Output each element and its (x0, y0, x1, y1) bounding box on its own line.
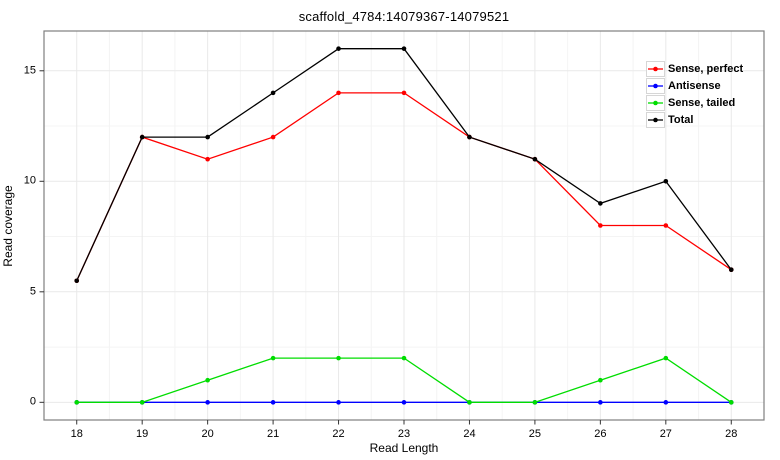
y-tick-label: 0 (29, 395, 36, 408)
chart-title: scaffold_4784:14079367-14079521 (298, 9, 510, 24)
x-tick-label: 24 (463, 428, 476, 440)
legend-key-line-icon (646, 112, 665, 128)
data-point (532, 156, 538, 162)
legend-key-line-icon (646, 78, 665, 94)
data-point (598, 377, 603, 383)
data-point (74, 278, 80, 284)
data-point (598, 201, 603, 206)
data-point (205, 156, 210, 162)
data-point (270, 90, 276, 96)
legend-key-line-icon (646, 61, 665, 77)
x-axis-title: Read Length (369, 441, 439, 455)
y-axis-title: Read coverage (1, 185, 15, 267)
data-point (663, 223, 669, 228)
data-point (401, 400, 407, 405)
legend-item-sense-perfect: Sense, perfect (646, 60, 743, 77)
data-point (205, 377, 210, 383)
x-tick-label: 25 (528, 428, 542, 440)
x-tick-label: 26 (594, 428, 607, 440)
legend-label: Sense, perfect (668, 62, 744, 75)
data-point (663, 355, 669, 361)
data-point (663, 400, 669, 405)
data-point (270, 400, 276, 405)
x-tick-label: 27 (659, 428, 672, 440)
data-point (270, 134, 276, 140)
legend-label: Antisense (668, 79, 721, 92)
legend: Sense, perfect Antisense Sense, tailed T… (646, 60, 743, 128)
data-point (401, 355, 407, 361)
x-tick-label: 21 (266, 428, 280, 440)
legend-key-line-icon (646, 95, 665, 111)
data-point (728, 267, 734, 273)
data-point (467, 134, 472, 140)
data-point (74, 400, 80, 405)
x-tick-label: 28 (725, 428, 738, 440)
y-tick-label: 5 (29, 285, 36, 298)
x-tick-label: 18 (70, 428, 83, 440)
legend-item-sense-tailed: Sense, tailed (646, 94, 743, 111)
x-tick-label: 22 (332, 428, 345, 440)
data-point (663, 178, 669, 184)
data-point (336, 46, 341, 51)
data-point (270, 355, 276, 361)
legend-label: Total (668, 113, 694, 126)
data-point (401, 90, 407, 96)
data-point (598, 400, 603, 405)
data-point (401, 46, 407, 51)
x-tick-label: 23 (397, 428, 411, 440)
data-point (139, 134, 145, 140)
data-point (205, 400, 210, 405)
legend-item-antisense: Antisense (646, 77, 743, 94)
data-point (467, 400, 472, 405)
x-tick-label: 19 (136, 428, 149, 440)
legend-item-total: Total (646, 111, 743, 128)
y-tick-label: 10 (23, 174, 36, 187)
data-point (728, 400, 734, 405)
legend-label: Sense, tailed (668, 96, 736, 109)
data-point (336, 355, 341, 361)
data-point (139, 400, 145, 405)
data-point (336, 90, 341, 96)
data-point (598, 223, 603, 228)
data-point (336, 400, 341, 405)
data-point (532, 400, 538, 405)
y-tick-label: 15 (23, 64, 36, 77)
data-point (205, 134, 210, 140)
x-tick-label: 20 (201, 428, 214, 440)
